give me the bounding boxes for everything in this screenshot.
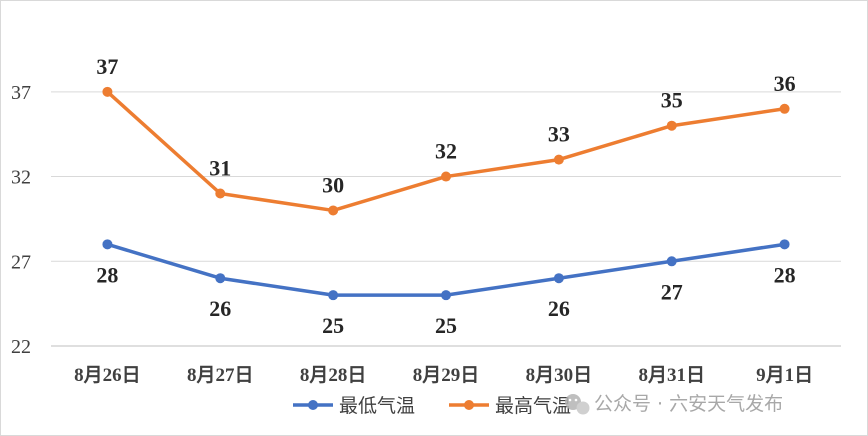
data-point xyxy=(779,103,790,114)
x-tick-label: 8月28日 xyxy=(300,365,367,386)
data-point xyxy=(328,290,339,301)
grid-lines xyxy=(51,91,841,347)
x-tick-label: 9月1日 xyxy=(756,365,813,386)
series-line-0 xyxy=(105,242,787,297)
watermark: 公众号 · 六安天气发布 xyxy=(565,393,783,415)
legend-swatch-high-marker xyxy=(464,400,474,410)
x-tick-label: 8月31日 xyxy=(638,365,705,386)
legend-item-high: 最高气温 xyxy=(449,395,571,417)
data-label: 25 xyxy=(322,313,344,338)
data-label: 35 xyxy=(661,88,683,113)
data-label: 26 xyxy=(209,296,231,321)
wechat-icon xyxy=(565,394,590,415)
legend-item-low: 最低气温 xyxy=(293,395,415,417)
data-point xyxy=(102,86,113,97)
data-label: 28 xyxy=(96,262,118,287)
data-label: 36 xyxy=(774,71,796,96)
data-label: 37 xyxy=(96,54,118,79)
data-point xyxy=(666,120,677,131)
data-label: 26 xyxy=(548,296,570,321)
data-point xyxy=(328,205,339,216)
legend: 最低气温 最高气温 xyxy=(293,395,571,417)
series-group xyxy=(102,86,790,301)
y-tick-label: 37 xyxy=(11,82,31,104)
y-tick-label: 32 xyxy=(11,167,31,189)
data-point xyxy=(441,290,451,301)
data-point xyxy=(102,239,113,250)
y-tick-label: 22 xyxy=(11,336,31,358)
x-tick-label: 8月26日 xyxy=(74,365,141,386)
data-label: 25 xyxy=(435,313,457,338)
y-tick-label: 27 xyxy=(11,251,31,273)
data-label: 32 xyxy=(435,139,457,164)
data-point xyxy=(215,273,226,284)
y-axis-ticks: 22 27 32 37 xyxy=(11,82,31,358)
data-point xyxy=(779,239,790,250)
legend-label-high: 最高气温 xyxy=(495,395,571,417)
data-point xyxy=(215,188,226,199)
data-labels: 28 26 25 25 26 27 28 37 31 30 32 33 35 36 xyxy=(96,54,795,338)
data-point xyxy=(553,273,564,284)
data-point xyxy=(666,256,677,267)
data-label: 31 xyxy=(209,156,231,181)
data-label: 33 xyxy=(548,122,570,147)
x-tick-label: 8月30日 xyxy=(526,365,593,386)
watermark-text: 公众号 · 六安天气发布 xyxy=(594,393,783,415)
x-tick-label: 8月27日 xyxy=(187,365,254,386)
data-point xyxy=(553,154,564,165)
legend-label-low: 最低气温 xyxy=(339,395,415,417)
data-label: 30 xyxy=(322,172,344,197)
data-label: 27 xyxy=(661,279,683,304)
x-tick-label: 8月29日 xyxy=(413,365,480,386)
data-point xyxy=(441,171,451,182)
data-label: 28 xyxy=(774,262,796,287)
legend-swatch-low-marker xyxy=(308,400,318,410)
x-axis-ticks: 8月26日 8月27日 8月28日 8月29日 8月30日 8月31日 9月1日 xyxy=(74,365,813,386)
